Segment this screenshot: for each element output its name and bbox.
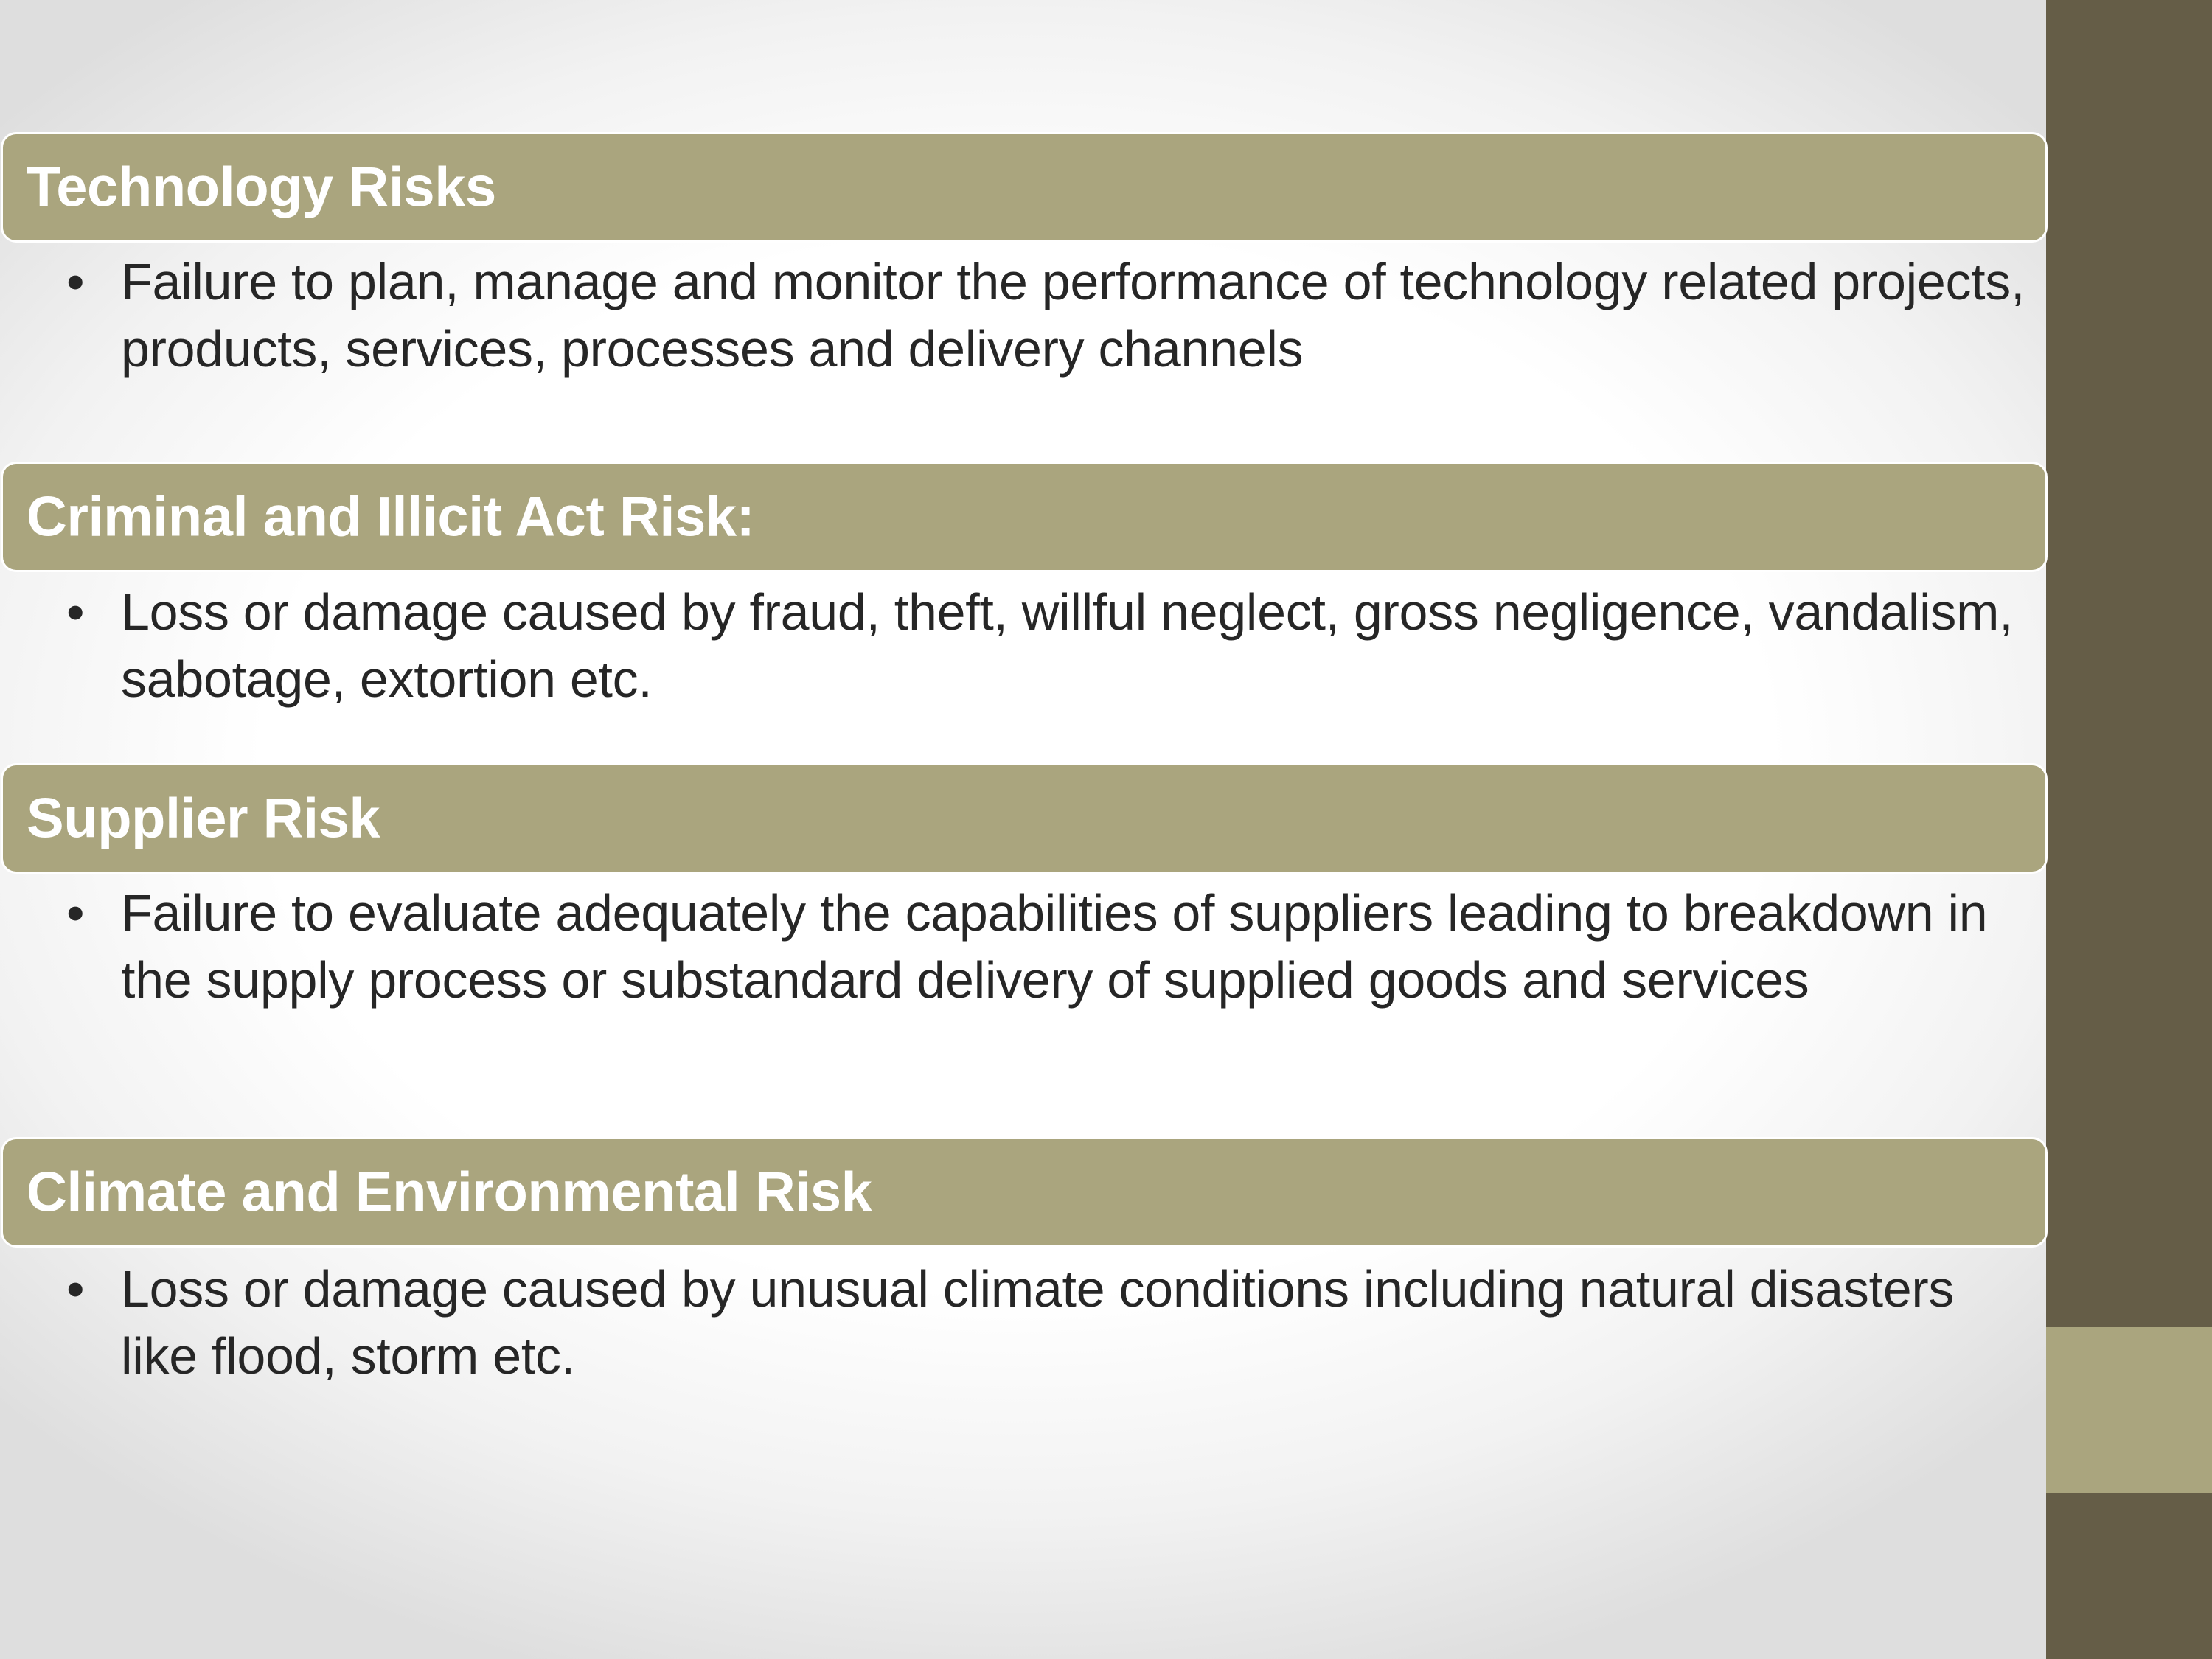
section-title: Technology Risks [27, 156, 496, 219]
bullet-text: Failure to plan, manage and monitor the … [121, 253, 2025, 378]
bullet-text: Failure to evaluate adequately the capab… [121, 884, 1988, 1009]
bullet-icon: • [66, 884, 85, 942]
section-title: Supplier Risk [27, 787, 380, 850]
bullet-item-supplier-risk: • Failure to evaluate adequately the cap… [66, 880, 2035, 1014]
section-header-climate-risk: Climate and Environmental Risk [3, 1139, 2045, 1245]
section-title: Climate and Environmental Risk [27, 1161, 872, 1224]
bullet-text: Loss or damage caused by fraud, theft, w… [121, 583, 2014, 708]
bullet-icon: • [66, 1260, 85, 1318]
section-header-supplier-risk: Supplier Risk [3, 765, 2045, 872]
bullet-item-climate-risk: • Loss or damage caused by unusual clima… [66, 1256, 2035, 1390]
section-title: Criminal and Illicit Act Risk: [27, 485, 755, 549]
section-header-technology-risks: Technology Risks [3, 134, 2045, 240]
bullet-item-technology-risks: • Failure to plan, manage and monitor th… [66, 248, 2035, 383]
bullet-icon: • [66, 253, 85, 310]
bullet-icon: • [66, 583, 85, 641]
section-header-criminal-risk: Criminal and Illicit Act Risk: [3, 464, 2045, 570]
right-decorative-accent [2046, 1327, 2212, 1493]
bullet-text: Loss or damage caused by unusual climate… [121, 1260, 1955, 1385]
bullet-item-criminal-risk: • Loss or damage caused by fraud, theft,… [66, 579, 2035, 713]
